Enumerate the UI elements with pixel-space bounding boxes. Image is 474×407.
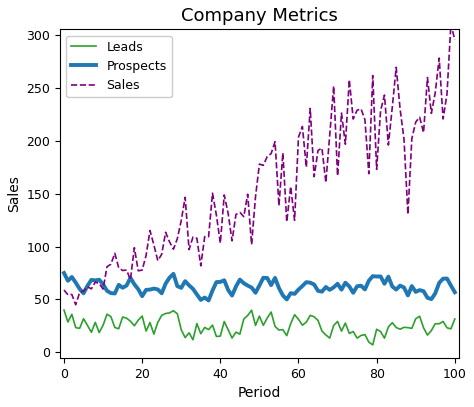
Prospects [358,283,364,288]
Leads [241,317,246,322]
Line: Prospects: Prospects [64,273,455,300]
Leads [159,313,164,318]
Prospects [300,284,305,289]
Prospects [245,283,251,288]
Sales [452,37,458,42]
Sales [245,192,251,197]
Y-axis label: Sales: Sales [7,175,21,212]
Sales [73,302,79,307]
Sales [61,288,67,293]
Line: Leads: Leads [64,310,455,345]
Sales [358,106,364,111]
Sales [338,111,344,116]
Sales [448,22,454,26]
Title: Company Metrics: Company Metrics [181,7,338,25]
Prospects [338,287,344,292]
Prospects [452,290,458,295]
Leads [61,308,67,313]
Line: Sales: Sales [64,24,455,305]
Prospects [206,298,211,303]
Sales [92,280,98,284]
Legend: Leads, Prospects, Sales: Leads, Prospects, Sales [66,35,172,97]
Leads [335,319,340,324]
Leads [370,342,375,347]
Leads [354,336,360,341]
Leads [452,317,458,322]
Leads [89,330,94,335]
Prospects [159,291,164,296]
Sales [300,124,305,129]
Sales [163,230,168,235]
Prospects [89,278,94,282]
Leads [296,317,301,322]
Prospects [61,271,67,276]
X-axis label: Period: Period [238,386,281,400]
